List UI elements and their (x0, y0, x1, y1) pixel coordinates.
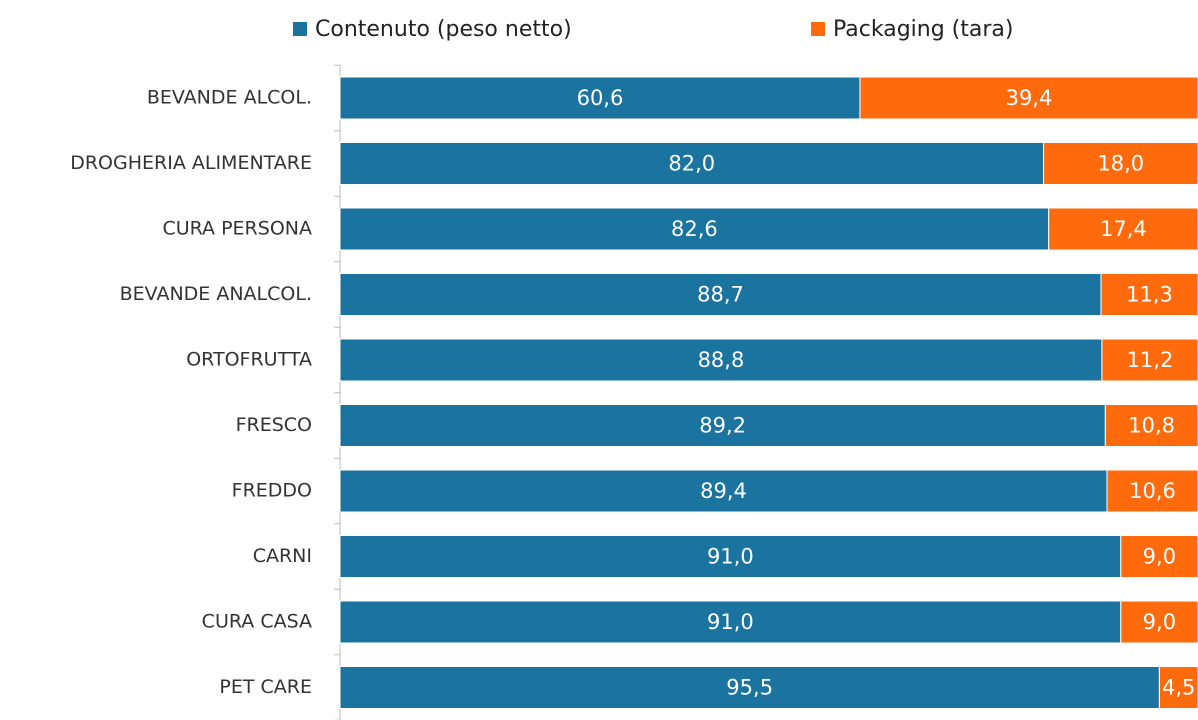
value-label: 4,5 (1162, 676, 1195, 700)
value-label: 82,0 (668, 152, 715, 176)
value-label: 88,8 (698, 348, 745, 372)
value-label: 11,2 (1127, 348, 1174, 372)
value-label: 17,4 (1100, 217, 1147, 241)
value-label: 91,0 (707, 545, 754, 569)
value-label: 9,0 (1143, 545, 1176, 569)
value-label: 10,8 (1128, 414, 1175, 438)
legend-swatch (811, 22, 825, 36)
bar-segment (1048, 207, 1198, 251)
value-label: 18,0 (1097, 152, 1144, 176)
legend-label: Packaging (tara) (833, 17, 1013, 42)
bar-segment (1043, 142, 1198, 185)
value-label: 89,4 (700, 479, 747, 503)
bar-segment (339, 666, 1160, 709)
bar-segment (1120, 600, 1198, 644)
bar-segment (339, 600, 1122, 644)
value-label: 82,6 (671, 217, 718, 241)
bar-segment (859, 76, 1198, 120)
category-label: CURA CASA (202, 611, 312, 633)
category-label: PET CARE (219, 676, 312, 698)
category-label: ORTOFRUTTA (186, 349, 312, 371)
bar-segment (339, 273, 1102, 316)
bar-segment (1104, 404, 1198, 447)
bar-segment (339, 338, 1103, 382)
bar-segment (1158, 666, 1198, 709)
value-label: 10,6 (1129, 479, 1176, 503)
value-label: 11,3 (1126, 283, 1173, 307)
category-label: FRESCO (236, 414, 312, 436)
value-label: 39,4 (1006, 86, 1053, 110)
value-label: 91,0 (707, 610, 754, 634)
value-label: 9,0 (1143, 610, 1176, 634)
value-label: 60,6 (577, 86, 624, 110)
bar-segment (1100, 273, 1198, 316)
value-label: 89,2 (699, 414, 746, 438)
legend-label: Contenuto (peso netto) (315, 17, 572, 42)
bar-segment (339, 469, 1108, 513)
bar-segment (339, 76, 861, 120)
category-label: BEVANDE ANALCOL. (120, 283, 312, 305)
bar-segment (1101, 338, 1198, 382)
bar-segment (1120, 535, 1198, 578)
value-label: 88,7 (697, 283, 744, 307)
category-label: DROGHERIA ALIMENTARE (70, 152, 312, 174)
bar-segment (339, 207, 1050, 251)
value-label: 95,5 (726, 676, 773, 700)
category-label: CURA PERSONA (162, 218, 312, 240)
bar-segment (339, 535, 1122, 578)
category-label: FREDDO (232, 480, 312, 502)
legend-swatch (293, 22, 307, 36)
category-label: BEVANDE ALCOL. (147, 87, 312, 109)
bar-segment (1106, 469, 1198, 513)
category-label: CARNI (253, 545, 312, 567)
